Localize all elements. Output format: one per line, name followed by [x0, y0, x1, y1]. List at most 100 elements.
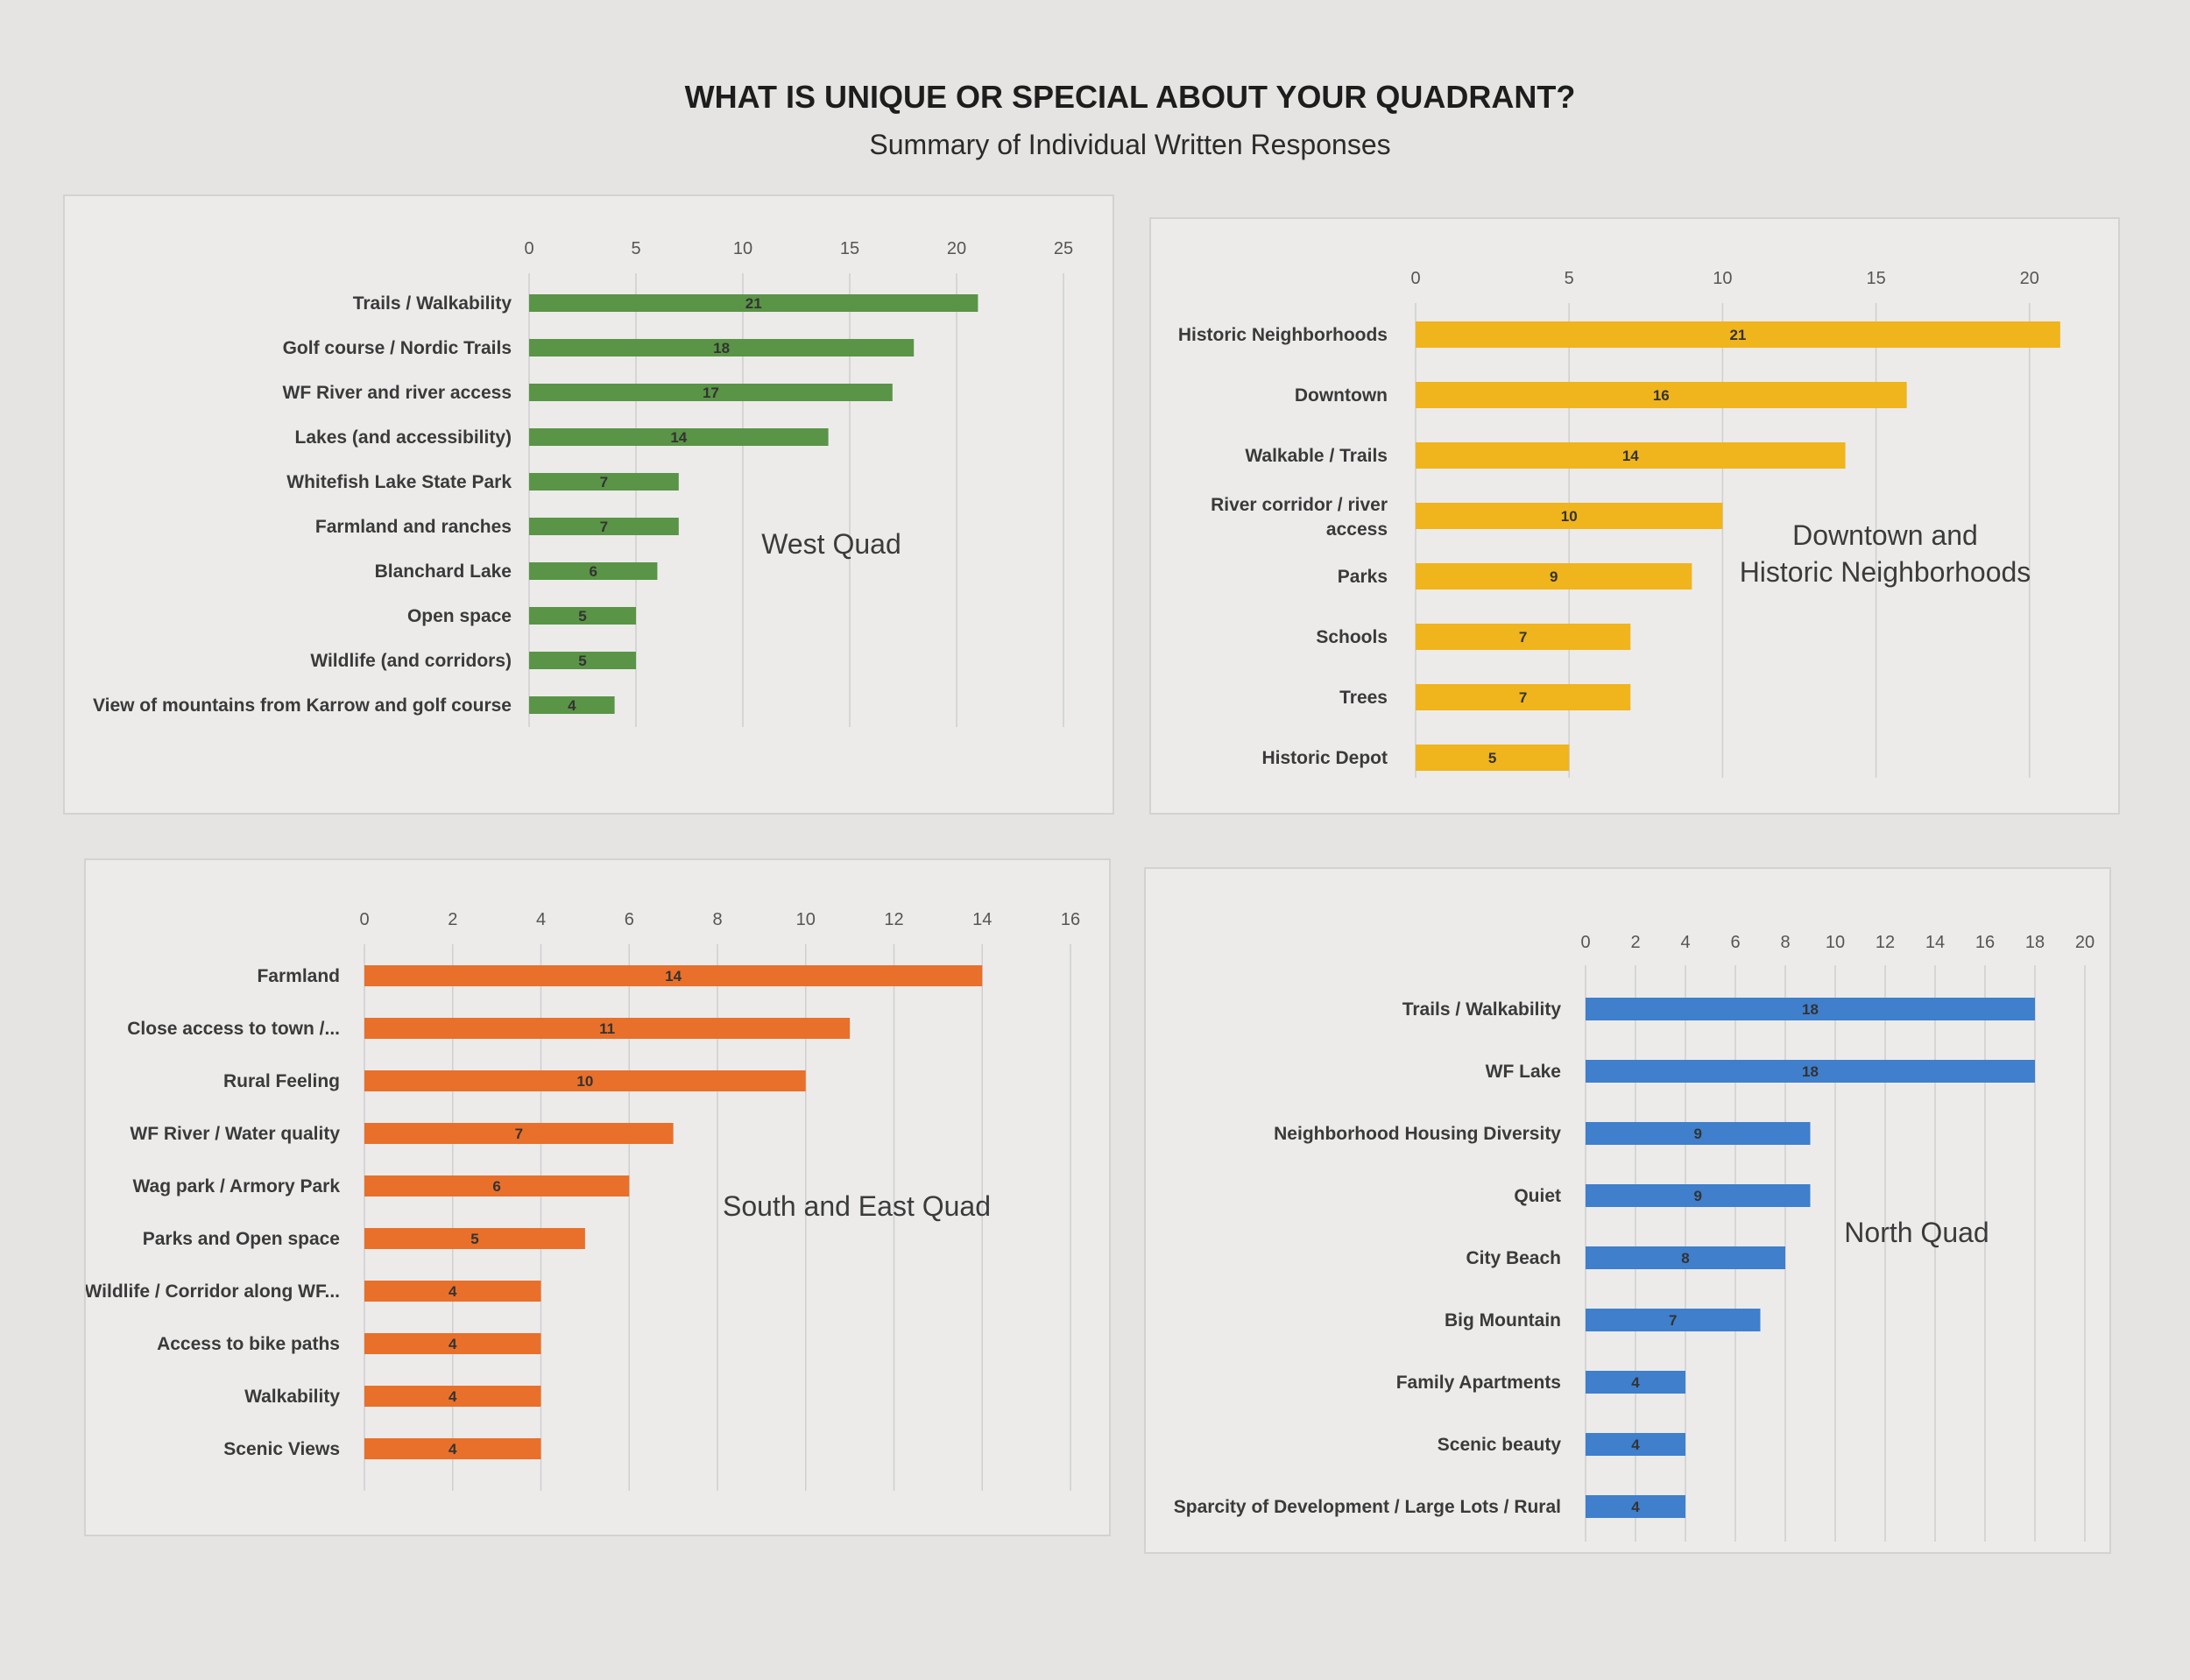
north-data-label-big-mountain: 7 [1669, 1312, 1677, 1329]
south-east-chart-title: South and East Quad [723, 1190, 991, 1222]
south-east-bar-wildlife-corridor-along-wf [364, 1281, 541, 1302]
north-category-label-family-apartments: Family Apartments [1396, 1373, 1561, 1393]
north-category-label-trails-walkability: Trails / Walkability [1402, 999, 1562, 1020]
west-tick-label-15: 15 [840, 239, 859, 258]
south-east-data-label-parks-and-open-space: 5 [470, 1231, 478, 1247]
north-data-label-sparcity-of-development-large-lots-rural: 4 [1631, 1499, 1640, 1515]
west-category-label-blanchard-lake: Blanchard Lake [375, 561, 512, 582]
west-data-label-golf-course-nordic-trails: 18 [713, 340, 730, 356]
west-data-label-trails-walkability: 21 [745, 295, 762, 312]
north-bar-sparcity-of-development-large-lots-rural [1586, 1495, 1685, 1518]
page-subtitle: Summary of Individual Written Responses [869, 129, 1391, 160]
downtown-bar-historic-depot [1416, 745, 1570, 771]
west-category-label-lakes-and-accessibility: Lakes (and accessibility) [295, 427, 512, 448]
north-tick-label-20: 20 [2075, 933, 2095, 952]
south-east-data-label-rural-feeling: 10 [576, 1073, 593, 1090]
south-east-tick-label-2: 2 [448, 910, 457, 929]
downtown-tick-label-0: 0 [1410, 269, 1420, 288]
north-tick-label-10: 10 [1826, 933, 1845, 952]
south-east-category-label-wildlife-corridor-along-wf: Wildlife / Corridor along WF... [86, 1281, 340, 1302]
south-east-tick-label-16: 16 [1061, 910, 1080, 929]
south-east-tick-label-12: 12 [884, 910, 903, 929]
west-bar-wf-river-and-river-access [529, 384, 893, 401]
downtown-data-label-river-corridor-river-access: 10 [1561, 508, 1578, 525]
north-category-label-scenic-beauty: Scenic beauty [1438, 1435, 1562, 1455]
north-category-label-quiet: Quiet [1514, 1186, 1561, 1206]
south-east-tick-label-8: 8 [712, 910, 722, 929]
west-data-label-view-of-mountains-from-karrow-and-golf-course: 4 [568, 697, 576, 714]
west-tick-label-25: 25 [1054, 239, 1073, 258]
west-tick-label-10: 10 [733, 239, 752, 258]
south-east-tick-label-6: 6 [625, 910, 634, 929]
downtown-bar-parks [1416, 563, 1692, 589]
south-east-bar-wag-park-armory-park [364, 1175, 630, 1196]
west-bar-golf-course-nordic-trails [529, 339, 915, 356]
west-tick-label-5: 5 [631, 239, 640, 258]
south-east-category-label-wag-park-armory-park: Wag park / Armory Park [132, 1176, 340, 1196]
downtown-category-label-parks: Parks [1338, 567, 1388, 587]
south-east-tick-label-14: 14 [972, 910, 992, 929]
south-east-bar-parks-and-open-space [364, 1228, 585, 1249]
south-east-category-label-scenic-views: Scenic Views [223, 1439, 340, 1459]
west-chart-title: West Quad [761, 528, 901, 560]
north-quad-chart: 0 2 4 6 8 10 12 14 16 18 20 Trails / Walkability 18 W… [1174, 933, 2095, 1542]
north-tick-label-18: 18 [2025, 933, 2045, 952]
north-data-label-wf-lake: 18 [1802, 1063, 1819, 1080]
downtown-bar-trees [1416, 684, 1631, 710]
west-data-label-farmland-and-ranches: 7 [600, 519, 608, 535]
west-bar-open-space [529, 607, 636, 625]
north-tick-label-0: 0 [1580, 933, 1590, 952]
west-category-label-whitefish-lake-state-park: Whitefish Lake State Park [286, 472, 512, 492]
south-east-data-label-wildlife-corridor-along-wf: 4 [449, 1283, 457, 1300]
south-east-category-label-rural-feeling: Rural Feeling [223, 1071, 340, 1091]
south-east-category-label-wf-river-water-quality: WF River / Water quality [130, 1124, 340, 1144]
downtown-bar-schools [1416, 624, 1631, 650]
south-east-data-label-walkability: 4 [449, 1388, 457, 1405]
downtown-data-label-historic-neighborhoods: 21 [1729, 327, 1746, 343]
north-bar-wf-lake [1586, 1060, 2035, 1083]
downtown-bar-downtown [1416, 382, 1907, 408]
south-east-bar-rural-feeling [364, 1070, 806, 1091]
west-tick-label-20: 20 [947, 239, 966, 258]
south-east-category-label-close-access-to-town: Close access to town /... [127, 1019, 340, 1039]
north-bar-neighborhood-housing-diversity [1586, 1122, 1811, 1145]
downtown-category-label-downtown: Downtown [1295, 385, 1388, 406]
downtown-historic-chart: 0510152025Historic Neighborhoods21Downto… [1178, 269, 2060, 778]
south-east-bar-scenic-views [364, 1438, 541, 1459]
downtown-tick-label-20: 20 [2020, 269, 2039, 288]
west-category-label-view-of-mountains-from-karrow-and-golf-course: View of mountains from Karrow and golf c… [93, 695, 512, 716]
downtown-category-label-walkable-trails: Walkable / Trails [1245, 446, 1388, 466]
south-east-tick-label-4: 4 [536, 910, 546, 929]
north-data-label-scenic-beauty: 4 [1631, 1436, 1640, 1453]
downtown-category-label-historic-neighborhoods: Historic Neighborhoods [1178, 325, 1388, 345]
west-data-label-wf-river-and-river-access: 17 [703, 385, 719, 401]
north-tick-label-8: 8 [1780, 933, 1790, 952]
south-east-bar-wf-river-water-quality [364, 1123, 674, 1144]
north-category-label-big-mountain: Big Mountain [1445, 1310, 1561, 1331]
downtown-data-label-trees: 7 [1519, 689, 1527, 706]
north-data-label-quiet: 9 [1694, 1188, 1702, 1204]
north-tick-label-6: 6 [1730, 933, 1740, 952]
south-east-bar-farmland [364, 965, 983, 986]
downtown-bar-river-corridor-river-access [1416, 503, 1723, 529]
north-tick-label-16: 16 [1975, 933, 1995, 952]
south-east-category-label-farmland: Farmland [257, 966, 340, 986]
north-bar-family-apartments [1586, 1371, 1685, 1394]
west-category-label-farmland-and-ranches: Farmland and ranches [315, 517, 512, 537]
south-east-data-label-scenic-views: 4 [449, 1441, 457, 1458]
north-bar-trails-walkability [1586, 998, 2035, 1020]
downtown-chart-title: Downtown and Historic Neighborhoods [1740, 519, 2031, 588]
downtown-data-label-historic-depot: 5 [1488, 750, 1496, 766]
north-tick-label-2: 2 [1630, 933, 1640, 952]
west-category-label-wf-river-and-river-access: WF River and river access [283, 383, 512, 403]
north-category-label-sparcity-of-development-large-lots-rural: Sparcity of Development / Large Lots / R… [1174, 1497, 1561, 1517]
west-data-label-blanchard-lake: 6 [589, 563, 597, 580]
north-bar-scenic-beauty [1586, 1433, 1685, 1456]
north-tick-label-14: 14 [1925, 933, 1945, 952]
downtown-data-label-downtown: 16 [1653, 387, 1670, 404]
north-bar-city-beach [1586, 1246, 1785, 1269]
west-data-label-open-space: 5 [578, 608, 586, 625]
north-chart-title: North Quad [1844, 1217, 1989, 1248]
downtown-historic-chart-panel: 0510152025Historic Neighborhoods21Downto… [1149, 217, 2120, 815]
west-quad-chart: 0 5 10 15 20 25 Trails / Walkability 21 Golf cou… [93, 239, 1073, 727]
